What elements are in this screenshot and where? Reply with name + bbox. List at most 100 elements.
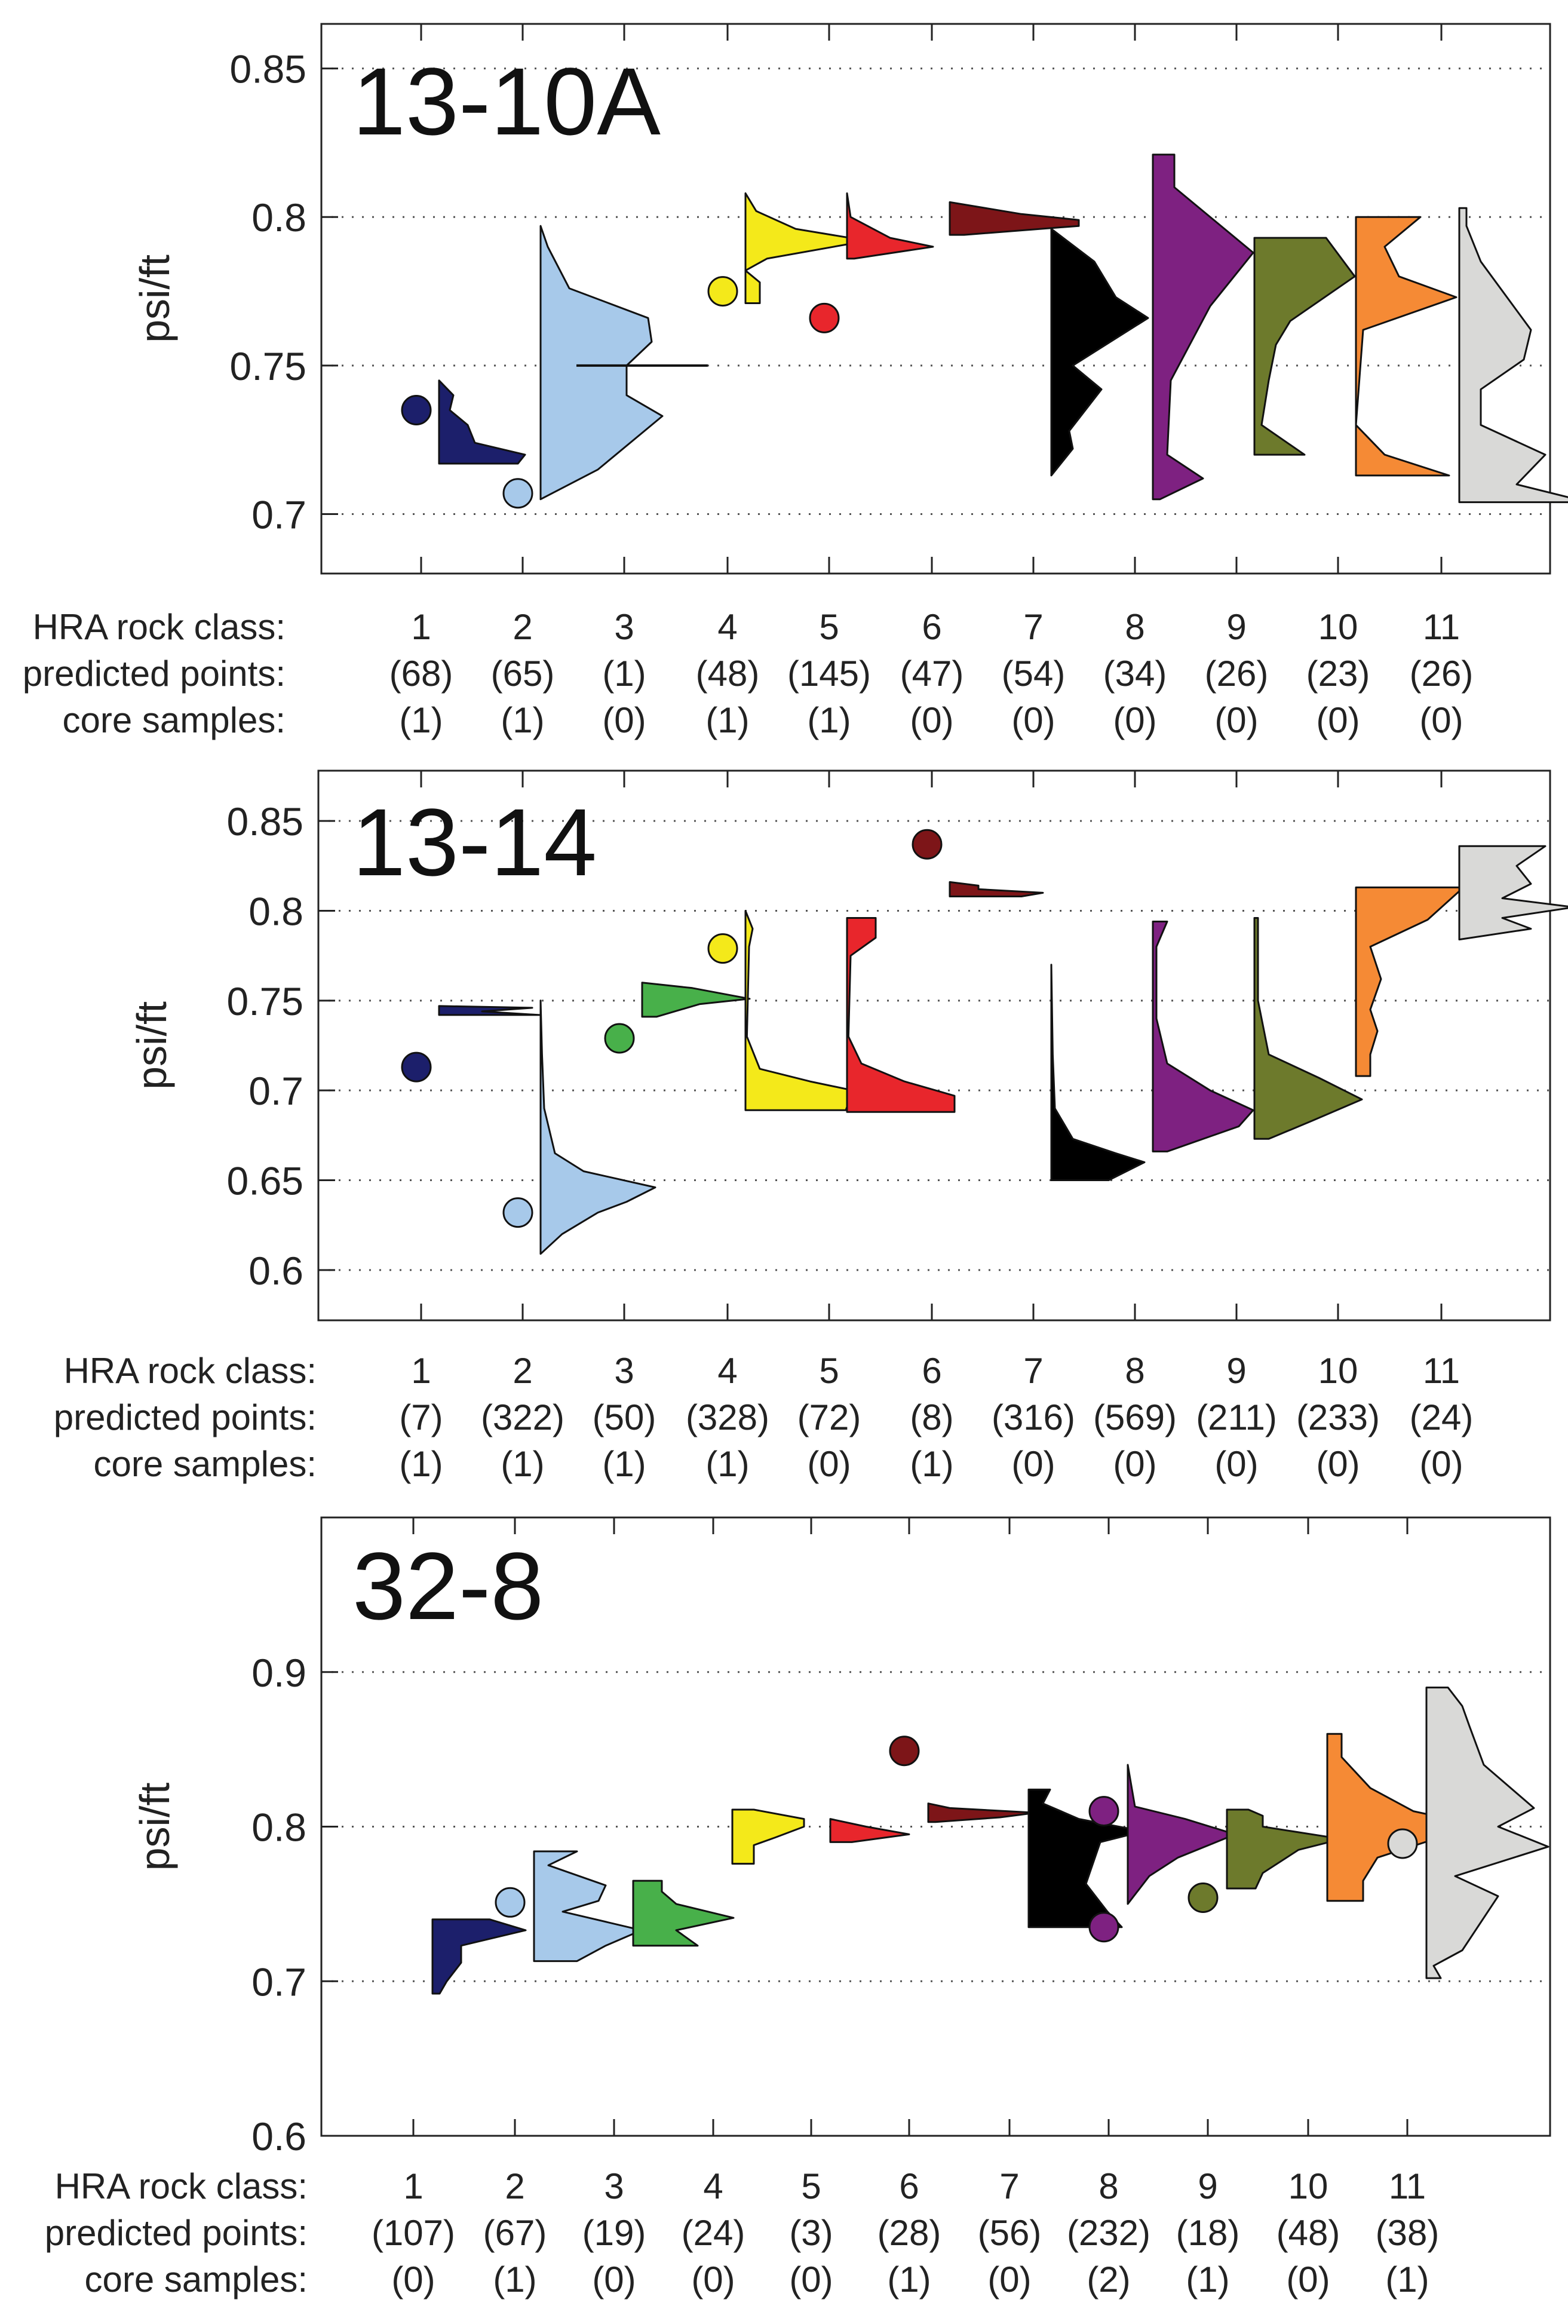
core-samples-value: (0) — [910, 700, 953, 740]
predicted-points-value: (72) — [797, 1397, 861, 1437]
core-sample-point — [502, 478, 533, 509]
predicted-points-value: (322) — [481, 1397, 564, 1437]
core-samples-value: (0) — [807, 1444, 851, 1484]
violin-class-9 — [1253, 237, 1356, 456]
rock-class-label: 4 — [717, 607, 737, 647]
rock-class-label: 3 — [614, 1351, 634, 1391]
predicted-points-value: (67) — [483, 2213, 547, 2253]
row-label-core-samples: core samples: — [94, 1444, 317, 1484]
rock-class-label: 5 — [819, 607, 839, 647]
rock-class-label: 4 — [717, 1351, 737, 1391]
core-sample-point — [495, 1887, 526, 1918]
row-label-rock-class: HRA rock class: — [33, 607, 286, 647]
y-tick-label: 0.8 — [248, 890, 303, 934]
core-sample-point — [912, 829, 943, 860]
predicted-points-value: (107) — [372, 2213, 455, 2253]
violin-class-9 — [1226, 1808, 1343, 1890]
violin-class-9 — [1253, 917, 1363, 1140]
violin-class-4 — [731, 1808, 805, 1865]
y-tick-label: 0.85 — [230, 47, 306, 91]
rock-class-label: 9 — [1226, 607, 1246, 647]
predicted-points-value: (38) — [1376, 2213, 1440, 2253]
predicted-points-value: (233) — [1296, 1397, 1380, 1437]
y-tick-label: 0.8 — [251, 1805, 306, 1850]
predicted-points-value: (68) — [389, 654, 453, 694]
y-tick-label: 0.7 — [248, 1069, 303, 1113]
core-samples-value: (1) — [705, 700, 749, 740]
core-samples-value: (0) — [1419, 1444, 1463, 1484]
predicted-points-value: (34) — [1103, 654, 1167, 694]
rock-class-label: 11 — [1423, 607, 1460, 647]
predicted-points-value: (3) — [789, 2213, 833, 2253]
predicted-points-value: (48) — [696, 654, 760, 694]
violin-class-2 — [539, 225, 664, 501]
panel-title: 32-8 — [352, 1532, 544, 1639]
core-samples-value: (1) — [705, 1444, 749, 1484]
core-samples-value: (1) — [399, 1444, 443, 1484]
violin-class-5 — [829, 1818, 910, 1843]
rock-class-label: 2 — [513, 1351, 532, 1391]
predicted-points-value: (24) — [1410, 1397, 1474, 1437]
core-sample-point — [502, 1197, 533, 1228]
predicted-points-value: (232) — [1067, 2213, 1150, 2253]
core-samples-value: (1) — [501, 700, 544, 740]
core-samples-value: (0) — [1214, 1444, 1258, 1484]
rock-class-label: 1 — [411, 607, 431, 647]
panel-3: 0.6 0.7 0.8 0.9 psi/ft 32-8 HRA rock class: pre… — [45, 1516, 1551, 2300]
rock-class-label: 8 — [1125, 607, 1144, 647]
core-samples-value: (1) — [399, 700, 443, 740]
core-samples-value: (0) — [1316, 700, 1360, 740]
violin-class-6 — [949, 201, 1080, 236]
core-samples-value: (0) — [1011, 700, 1055, 740]
core-samples-value: (0) — [691, 2259, 735, 2300]
rock-class-label: 7 — [999, 2166, 1019, 2206]
core-samples-value: (0) — [1316, 1444, 1360, 1484]
row-label-rock-class: HRA rock class: — [64, 1351, 317, 1391]
core-samples-value: (0) — [592, 2259, 636, 2300]
rock-class-label: 6 — [922, 607, 941, 647]
predicted-points-value: (569) — [1093, 1397, 1177, 1437]
core-sample-point — [401, 1051, 432, 1083]
y-tick-label: 0.6 — [248, 1249, 303, 1293]
violin-class-5 — [846, 192, 934, 260]
y-tick-label: 0.85 — [227, 799, 303, 844]
core-samples-value: (1) — [910, 1444, 953, 1484]
core-samples-value: (0) — [1011, 1444, 1055, 1484]
core-sample-point — [1387, 1828, 1418, 1859]
violin-class-5 — [846, 917, 956, 1113]
rock-class-label: 10 — [1318, 1351, 1358, 1391]
core-sample-point — [1187, 1882, 1219, 1914]
rock-class-label: 2 — [513, 607, 532, 647]
predicted-points-value: (26) — [1205, 654, 1269, 694]
predicted-points-value: (328) — [686, 1397, 769, 1437]
violin-class-7 — [1050, 228, 1149, 477]
violin-class-1 — [431, 1918, 527, 1995]
y-tick-label: 0.75 — [227, 979, 303, 1023]
panel-1: 0.7 0.75 0.8 0.85 psi/ft 13-10A HRA rock class… — [23, 23, 1568, 740]
rock-class-label: 10 — [1318, 607, 1358, 647]
rock-class-label: 5 — [819, 1351, 839, 1391]
core-samples-value: (1) — [887, 2259, 931, 2300]
row-label-core-samples: core samples: — [85, 2259, 308, 2300]
core-sample-point — [707, 933, 738, 964]
predicted-points-value: (19) — [582, 2213, 646, 2253]
predicted-points-value: (26) — [1410, 654, 1474, 694]
violin-class-2 — [539, 999, 656, 1255]
y-tick-label: 0.75 — [230, 344, 306, 388]
rock-class-label: 7 — [1023, 607, 1043, 647]
core-sample-point — [707, 276, 738, 307]
violin-class-8 — [1152, 154, 1254, 501]
core-samples-value: (0) — [1419, 700, 1463, 740]
core-samples-value: (1) — [807, 700, 851, 740]
rock-class-label: 8 — [1125, 1351, 1144, 1391]
violin-class-1 — [438, 379, 526, 465]
violin-class-10 — [1355, 886, 1465, 1077]
core-samples-value: (1) — [602, 1444, 646, 1484]
rock-class-label: 9 — [1198, 2166, 1217, 2206]
row-label-core-samples: core samples: — [63, 700, 286, 740]
violin-class-4 — [744, 192, 869, 304]
predicted-points-value: (47) — [900, 654, 964, 694]
rock-class-label: 11 — [1423, 1351, 1460, 1391]
predicted-points-value: (7) — [399, 1397, 443, 1437]
